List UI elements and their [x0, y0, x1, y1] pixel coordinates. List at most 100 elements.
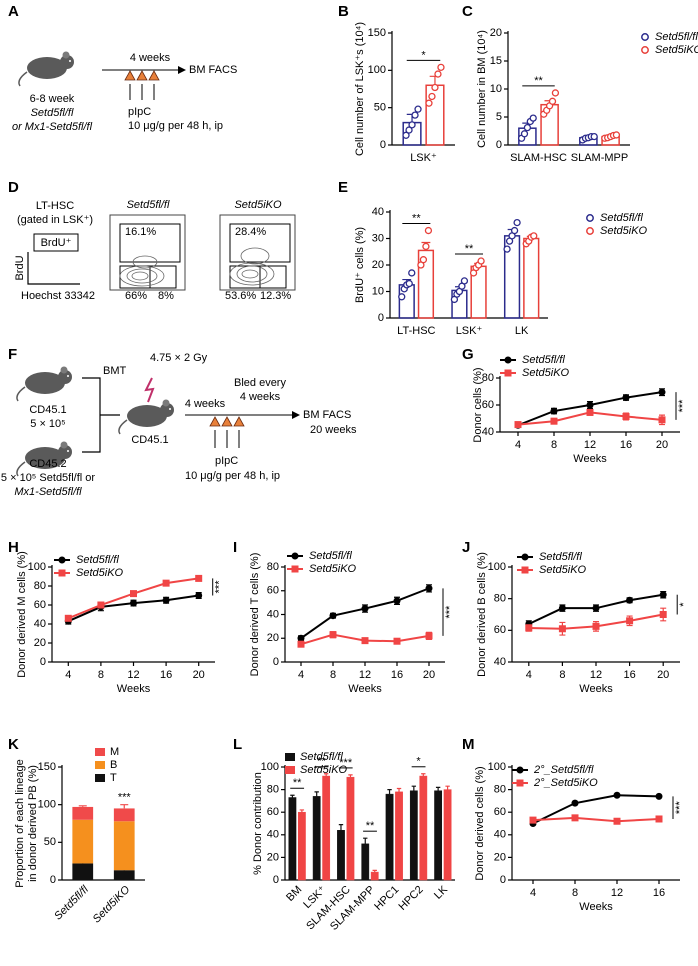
x-tick-label: 20: [657, 669, 669, 681]
x-tick-label: 12: [611, 887, 623, 899]
y-tick-label: 5: [496, 111, 502, 123]
legend-label: Setd5fl/fl: [600, 212, 643, 224]
bar: [419, 775, 428, 881]
x-tick-label: HPC2: [397, 884, 426, 913]
y-axis-label: Donor derived cells (%): [474, 766, 486, 880]
error-bar: [435, 786, 441, 791]
legend-label: B: [110, 759, 117, 771]
data-point: [361, 637, 369, 645]
legend-marker: [95, 748, 105, 756]
data-point: [529, 114, 537, 122]
bar-segment: [113, 821, 135, 871]
gate-note: (gated in LSK⁺): [17, 214, 93, 226]
data-point: [408, 269, 416, 277]
y-tick-label: 100: [261, 761, 279, 773]
significance-label: **: [534, 75, 543, 87]
x-tick-label: 16: [391, 669, 403, 681]
y-axis-label: BrdU⁺ cells (%): [354, 227, 366, 303]
data-point: [658, 416, 666, 424]
data-point: [297, 634, 305, 642]
y-tick-label: 40: [482, 426, 494, 438]
panel-d-diagram: LT-HSC (gated in LSK⁺) BrdU⁺ BrdU Hoechs…: [14, 199, 296, 302]
data-point: [460, 277, 469, 285]
error-bar: [411, 785, 417, 791]
gate-percent: 16.1%: [125, 226, 156, 238]
data-point: [361, 605, 369, 613]
data-point: [520, 130, 529, 138]
x-tick-label: 8: [559, 669, 565, 681]
panel-label: D: [8, 179, 19, 196]
y-tick-label: 60: [494, 806, 506, 818]
injection-icon: [209, 416, 221, 427]
legend-label: Setd5iKO: [309, 563, 357, 575]
duration: 4 weeks: [130, 52, 171, 64]
y-tick-label: 0: [273, 874, 279, 886]
y-tick-label: 20: [372, 259, 384, 271]
significance-label: ***: [677, 399, 689, 413]
y-tick-label: 30: [372, 232, 384, 244]
panel-labels: A B C D E F G H I J K L M: [8, 3, 475, 753]
gate-percent: 28.4%: [235, 226, 266, 238]
legend-label: Setd5iKO: [600, 225, 648, 237]
data-point: [592, 622, 600, 630]
x-tick-label: Setd5iKO: [91, 883, 133, 925]
significance-label: ***: [339, 757, 353, 769]
data-point: [130, 590, 137, 598]
error-bar: [348, 774, 353, 778]
legend-marker: [516, 779, 524, 787]
data-point: [571, 799, 579, 807]
x-tick-label: HPC1: [372, 884, 401, 913]
procedure: BMT: [103, 365, 127, 377]
data-point: [405, 279, 413, 288]
data-point: [659, 611, 667, 618]
data-point: [550, 417, 558, 425]
donor: CD45.1: [29, 404, 66, 416]
dose: 10 μg/g per 48 h, ip: [185, 470, 280, 482]
bar: [312, 796, 321, 881]
data-point: [297, 640, 305, 648]
significance-label: **: [317, 756, 326, 768]
x-tick-label: 8: [572, 887, 578, 899]
legend-label: Setd5fl/fl: [309, 550, 352, 562]
gate-percent: 53.6%: [225, 290, 256, 302]
y-tick-label: 0: [380, 139, 386, 151]
irradiation-icon: [144, 377, 155, 403]
flow-axes: [27, 252, 80, 285]
significance-label: *: [416, 756, 421, 768]
y-tick-label: 80: [482, 372, 494, 384]
bar: [322, 775, 331, 881]
y-axis-label: % Donor contribution: [252, 772, 264, 875]
x-tick-label: SLAM-MPP: [571, 152, 628, 164]
data-point: [329, 631, 337, 639]
significance-label: *: [678, 602, 690, 607]
y-tick-label: 60: [482, 399, 494, 411]
x-tick-label: 4: [526, 669, 532, 681]
bracket: [82, 377, 120, 453]
flow-plot: [109, 214, 186, 291]
bar: [443, 789, 452, 881]
bar: [409, 790, 418, 881]
panel-label: A: [8, 3, 19, 20]
bar: [425, 84, 445, 146]
y-tick-label: 10: [372, 285, 384, 297]
x-tick-label: 8: [330, 669, 336, 681]
legend-marker: [641, 33, 649, 41]
significance-label: **: [465, 243, 474, 255]
plot-title: Setd5iKO: [234, 199, 282, 211]
gate-box: [33, 233, 79, 252]
y-tick-label: 40: [34, 618, 46, 630]
endpoint: BM FACS: [303, 409, 351, 421]
data-point: [613, 791, 621, 799]
error-bar: [396, 787, 402, 792]
x-tick-label: 12: [127, 669, 139, 681]
x-axis-label: Weeks: [117, 683, 151, 695]
bleed: 4 weeks: [240, 391, 281, 403]
legend-marker: [95, 774, 105, 782]
data-point: [513, 218, 521, 227]
data-point: [419, 256, 428, 264]
data-point: [622, 412, 630, 420]
x-axis-label: Weeks: [579, 683, 613, 695]
donor-dose: 5 × 10⁵: [30, 418, 65, 430]
injection-icon: [233, 416, 245, 427]
bar: [346, 776, 355, 881]
